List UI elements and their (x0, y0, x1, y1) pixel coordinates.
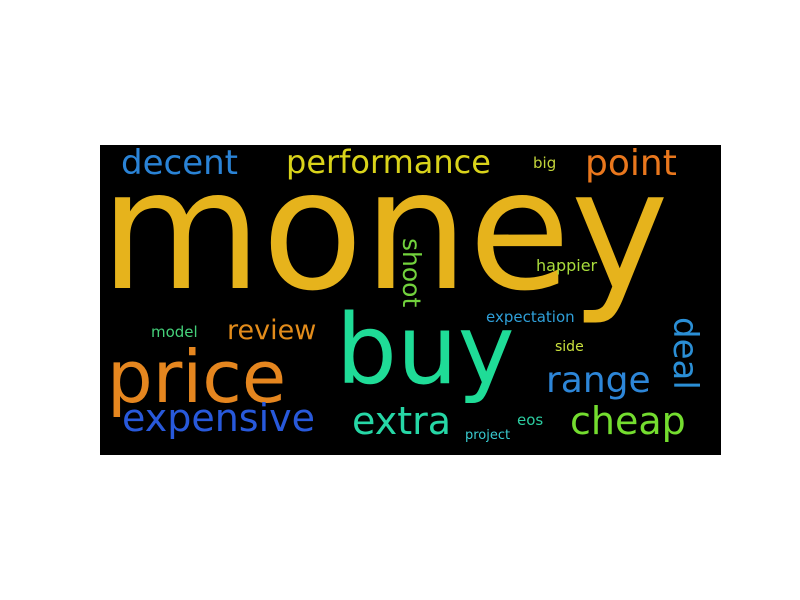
word-cloud-canvas: money buy price decent performance point… (100, 145, 721, 455)
word-shoot: shoot (397, 238, 426, 308)
word-review: review (227, 315, 317, 346)
word-deal: deal (665, 317, 705, 390)
word-big: big (533, 154, 557, 172)
word-cheap: cheap (570, 399, 686, 443)
word-project: project (465, 428, 511, 443)
word-model: model (151, 323, 198, 341)
word-decent: decent (121, 145, 238, 183)
word-buy: buy (336, 294, 515, 406)
word-performance: performance (286, 145, 491, 181)
word-price: price (107, 335, 287, 419)
word-eos: eos (517, 411, 544, 429)
word-point: point (585, 145, 677, 184)
word-expensive: expensive (122, 396, 316, 440)
word-extra: extra (352, 399, 452, 443)
word-range: range (546, 360, 651, 401)
word-side: side (555, 339, 584, 355)
word-expectation: expectation (486, 308, 575, 326)
word-money: money (100, 145, 669, 328)
word-happier: happier (536, 256, 598, 275)
